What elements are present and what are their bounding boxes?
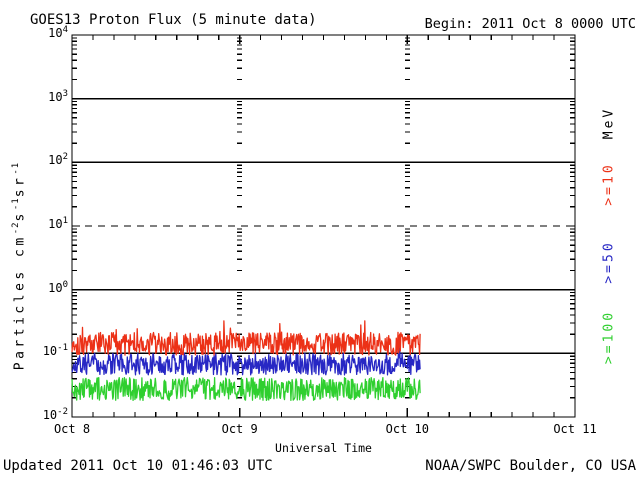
data-source-label: NOAA/SWPC Boulder, CO USA [425,458,636,474]
x-axis-title: Universal Time [275,441,372,455]
series-line-ge50 [71,343,421,376]
y-axis-title: Particles cm-2s-1sr-1 [11,161,28,371]
y-tick-label: 101 [48,216,68,232]
right-axis-unit-label: MeV [601,106,617,140]
updated-timestamp: Updated 2011 Oct 10 01:46:03 UTC [3,458,273,474]
x-tick-label: Oct 9 [221,422,258,436]
y-tick-label: 10-2 [42,407,68,423]
series-label-ge100: >=100 [601,309,617,365]
y-tick-label: 102 [48,152,68,168]
y-tick-label: 10-1 [42,343,68,359]
x-tick-label: Oct 8 [53,422,91,436]
x-tick-label: Oct 11 [553,422,597,436]
y-tick-label: 100 [48,279,68,295]
series-label-ge10: >=10 [601,162,617,206]
chart-title: GOES13 Proton Flux (5 minute data) [30,12,317,28]
series-line-ge10 [71,320,421,356]
plot-frame [71,34,576,418]
y-tick-label: 103 [48,88,68,104]
begin-time-label: Begin: 2011 Oct 8 0000 UTC [424,16,636,32]
y-tick-label: 104 [48,25,68,41]
x-tick-label: Oct 10 [385,422,430,436]
series-label-ge50: >=50 [601,240,617,284]
series-line-ge100 [71,376,421,402]
